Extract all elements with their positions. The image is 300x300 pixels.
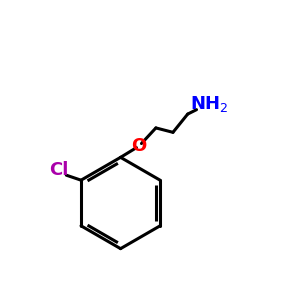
Text: O: O [131, 137, 146, 155]
Text: NH$_2$: NH$_2$ [190, 94, 229, 114]
Text: Cl: Cl [49, 161, 68, 179]
